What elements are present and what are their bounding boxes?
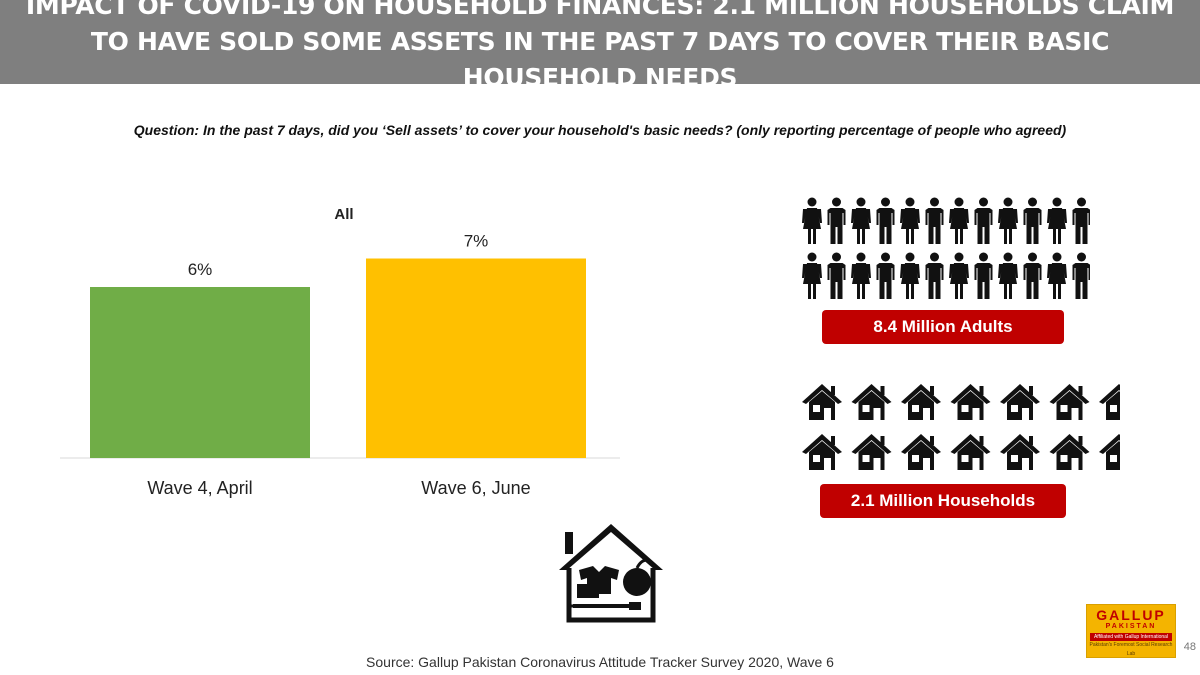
page-title: IMPACT OF COVID-19 ON HOUSEHOLD FINANCES…: [25, 0, 1175, 92]
households-icon-row-2: [802, 434, 1120, 470]
house-icon: [802, 434, 842, 470]
bar-chart: All 6% Wave 4, April 7% Wave 6, June: [60, 206, 620, 498]
person-icon: [974, 252, 993, 299]
person-icon: [925, 252, 944, 299]
gallup-pakistan-logo: GALLUP PAKISTAN Affiliated with Gallup I…: [1086, 604, 1176, 658]
person-icon: [827, 197, 846, 244]
person-icon: [851, 252, 871, 299]
house-icon: [901, 434, 941, 470]
bars-group: 6% Wave 4, April 7% Wave 6, June: [90, 232, 586, 498]
bar-value-label-1: 6%: [188, 260, 213, 279]
source-note: Source: Gallup Pakistan Coronavirus Atti…: [366, 654, 834, 670]
house-icon: [1049, 384, 1090, 420]
adults-badge: 8.4 Million Adults: [822, 310, 1064, 344]
page-number: 48: [1183, 641, 1196, 653]
bar-1: [90, 287, 310, 458]
person-icon: [998, 252, 1018, 299]
households-badge: 2.1 Million Households: [820, 484, 1066, 518]
person-icon: [876, 252, 895, 299]
title-banner: IMPACT OF COVID-19 ON HOUSEHOLD FINANCES…: [0, 0, 1200, 92]
person-icon: [900, 197, 920, 244]
bar-2: [366, 258, 586, 458]
logo-line-1: GALLUP: [1096, 607, 1166, 623]
person-icon: [1047, 197, 1067, 244]
person-icon: [851, 197, 871, 244]
person-icon: [1072, 197, 1090, 244]
category-label-2: Wave 6, June: [421, 478, 530, 498]
house-icon: [802, 384, 842, 420]
logo-line-3: Affiliated with Gallup International: [1090, 633, 1172, 641]
person-icon: [925, 197, 944, 244]
logo-line-2: PAKISTAN: [1105, 623, 1157, 630]
house-icon: [851, 434, 892, 470]
bar-value-label-2: 7%: [464, 232, 489, 251]
house-icon: [950, 434, 991, 470]
adults-icon-row-2: [802, 252, 1090, 299]
adults-icon-row-1: [802, 197, 1090, 244]
house-icon: [1049, 434, 1090, 470]
person-icon: [998, 197, 1018, 244]
person-icon: [900, 252, 920, 299]
house-icon: [901, 384, 941, 420]
households-icon-row-1: [802, 384, 1120, 420]
person-icon: [1023, 252, 1042, 299]
person-icon: [974, 197, 993, 244]
person-icon: [827, 252, 846, 299]
logo-line-4: Pakistan's Foremost Social Research Lab: [1089, 642, 1173, 657]
person-icon: [876, 197, 895, 244]
person-icon: [1047, 252, 1067, 299]
person-icon: [802, 197, 822, 244]
person-icon: [1023, 197, 1042, 244]
house-icon: [1099, 434, 1120, 470]
house-icon: [1000, 434, 1040, 470]
person-icon: [949, 252, 969, 299]
person-icon: [949, 197, 969, 244]
house-icon: [1000, 384, 1040, 420]
category-label-1: Wave 4, April: [147, 478, 252, 498]
chart-title: All: [334, 206, 353, 223]
person-icon: [1072, 252, 1090, 299]
house-assets-icon: [559, 524, 663, 623]
survey-question: Question: In the past 7 days, did you ‘S…: [133, 122, 1067, 138]
person-icon: [802, 252, 822, 299]
house-icon: [851, 384, 892, 420]
house-icon: [1099, 384, 1120, 420]
house-icon: [950, 384, 991, 420]
